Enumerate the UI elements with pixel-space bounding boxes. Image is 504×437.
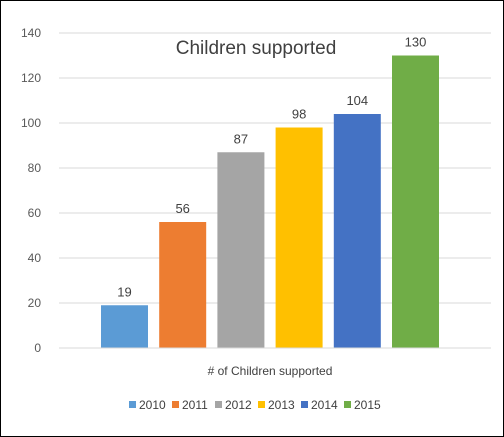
y-tick-label: 80 bbox=[28, 161, 42, 175]
legend-label-2014: 2014 bbox=[311, 398, 338, 412]
data-label-2012: 87 bbox=[234, 131, 248, 146]
legend-label-2012: 2012 bbox=[225, 398, 252, 412]
legend-swatch-2011 bbox=[172, 401, 179, 408]
legend-label-2011: 2011 bbox=[182, 398, 208, 412]
legend-swatch-2014 bbox=[301, 401, 308, 408]
legend-swatch-2015 bbox=[344, 401, 351, 408]
chart-title: Children supported bbox=[176, 38, 337, 59]
y-tick-label: 20 bbox=[28, 296, 42, 310]
y-tick-label: 40 bbox=[28, 251, 42, 265]
data-label-2010: 19 bbox=[117, 284, 131, 299]
data-label-2013: 98 bbox=[292, 107, 306, 122]
y-axis-ticks: 0 20 40 60 80 100 120 140 bbox=[21, 26, 41, 355]
bar-2012 bbox=[217, 152, 265, 348]
data-label-2015: 130 bbox=[405, 35, 427, 50]
x-axis-category-label: # of Children supported bbox=[208, 364, 333, 378]
data-label-2014: 104 bbox=[346, 93, 368, 108]
legend-label-2010: 2010 bbox=[139, 398, 166, 412]
legend-swatch-2010 bbox=[129, 401, 136, 408]
bar-2010 bbox=[101, 305, 148, 348]
y-tick-label: 100 bbox=[21, 116, 41, 130]
y-tick-label: 120 bbox=[21, 71, 41, 85]
bar-2015 bbox=[392, 55, 439, 348]
legend-swatch-2013 bbox=[258, 401, 265, 408]
y-tick-label: 0 bbox=[34, 341, 41, 355]
y-tick-label: 140 bbox=[21, 26, 41, 40]
bar-2013 bbox=[275, 127, 323, 348]
legend-swatch-2012 bbox=[215, 401, 222, 408]
bar-2011 bbox=[159, 222, 207, 348]
data-labels: 19 56 87 98 104 130 bbox=[117, 35, 426, 300]
legend-label-2015: 2015 bbox=[354, 398, 381, 412]
data-label-2011: 56 bbox=[175, 201, 189, 216]
bars bbox=[101, 55, 439, 348]
gridlines bbox=[59, 32, 491, 304]
legend-label-2013: 2013 bbox=[268, 398, 295, 412]
legend: 2010 2011 2012 2013 2014 2015 bbox=[129, 398, 381, 412]
y-tick-label: 60 bbox=[28, 206, 42, 220]
bar-2014 bbox=[333, 114, 381, 348]
